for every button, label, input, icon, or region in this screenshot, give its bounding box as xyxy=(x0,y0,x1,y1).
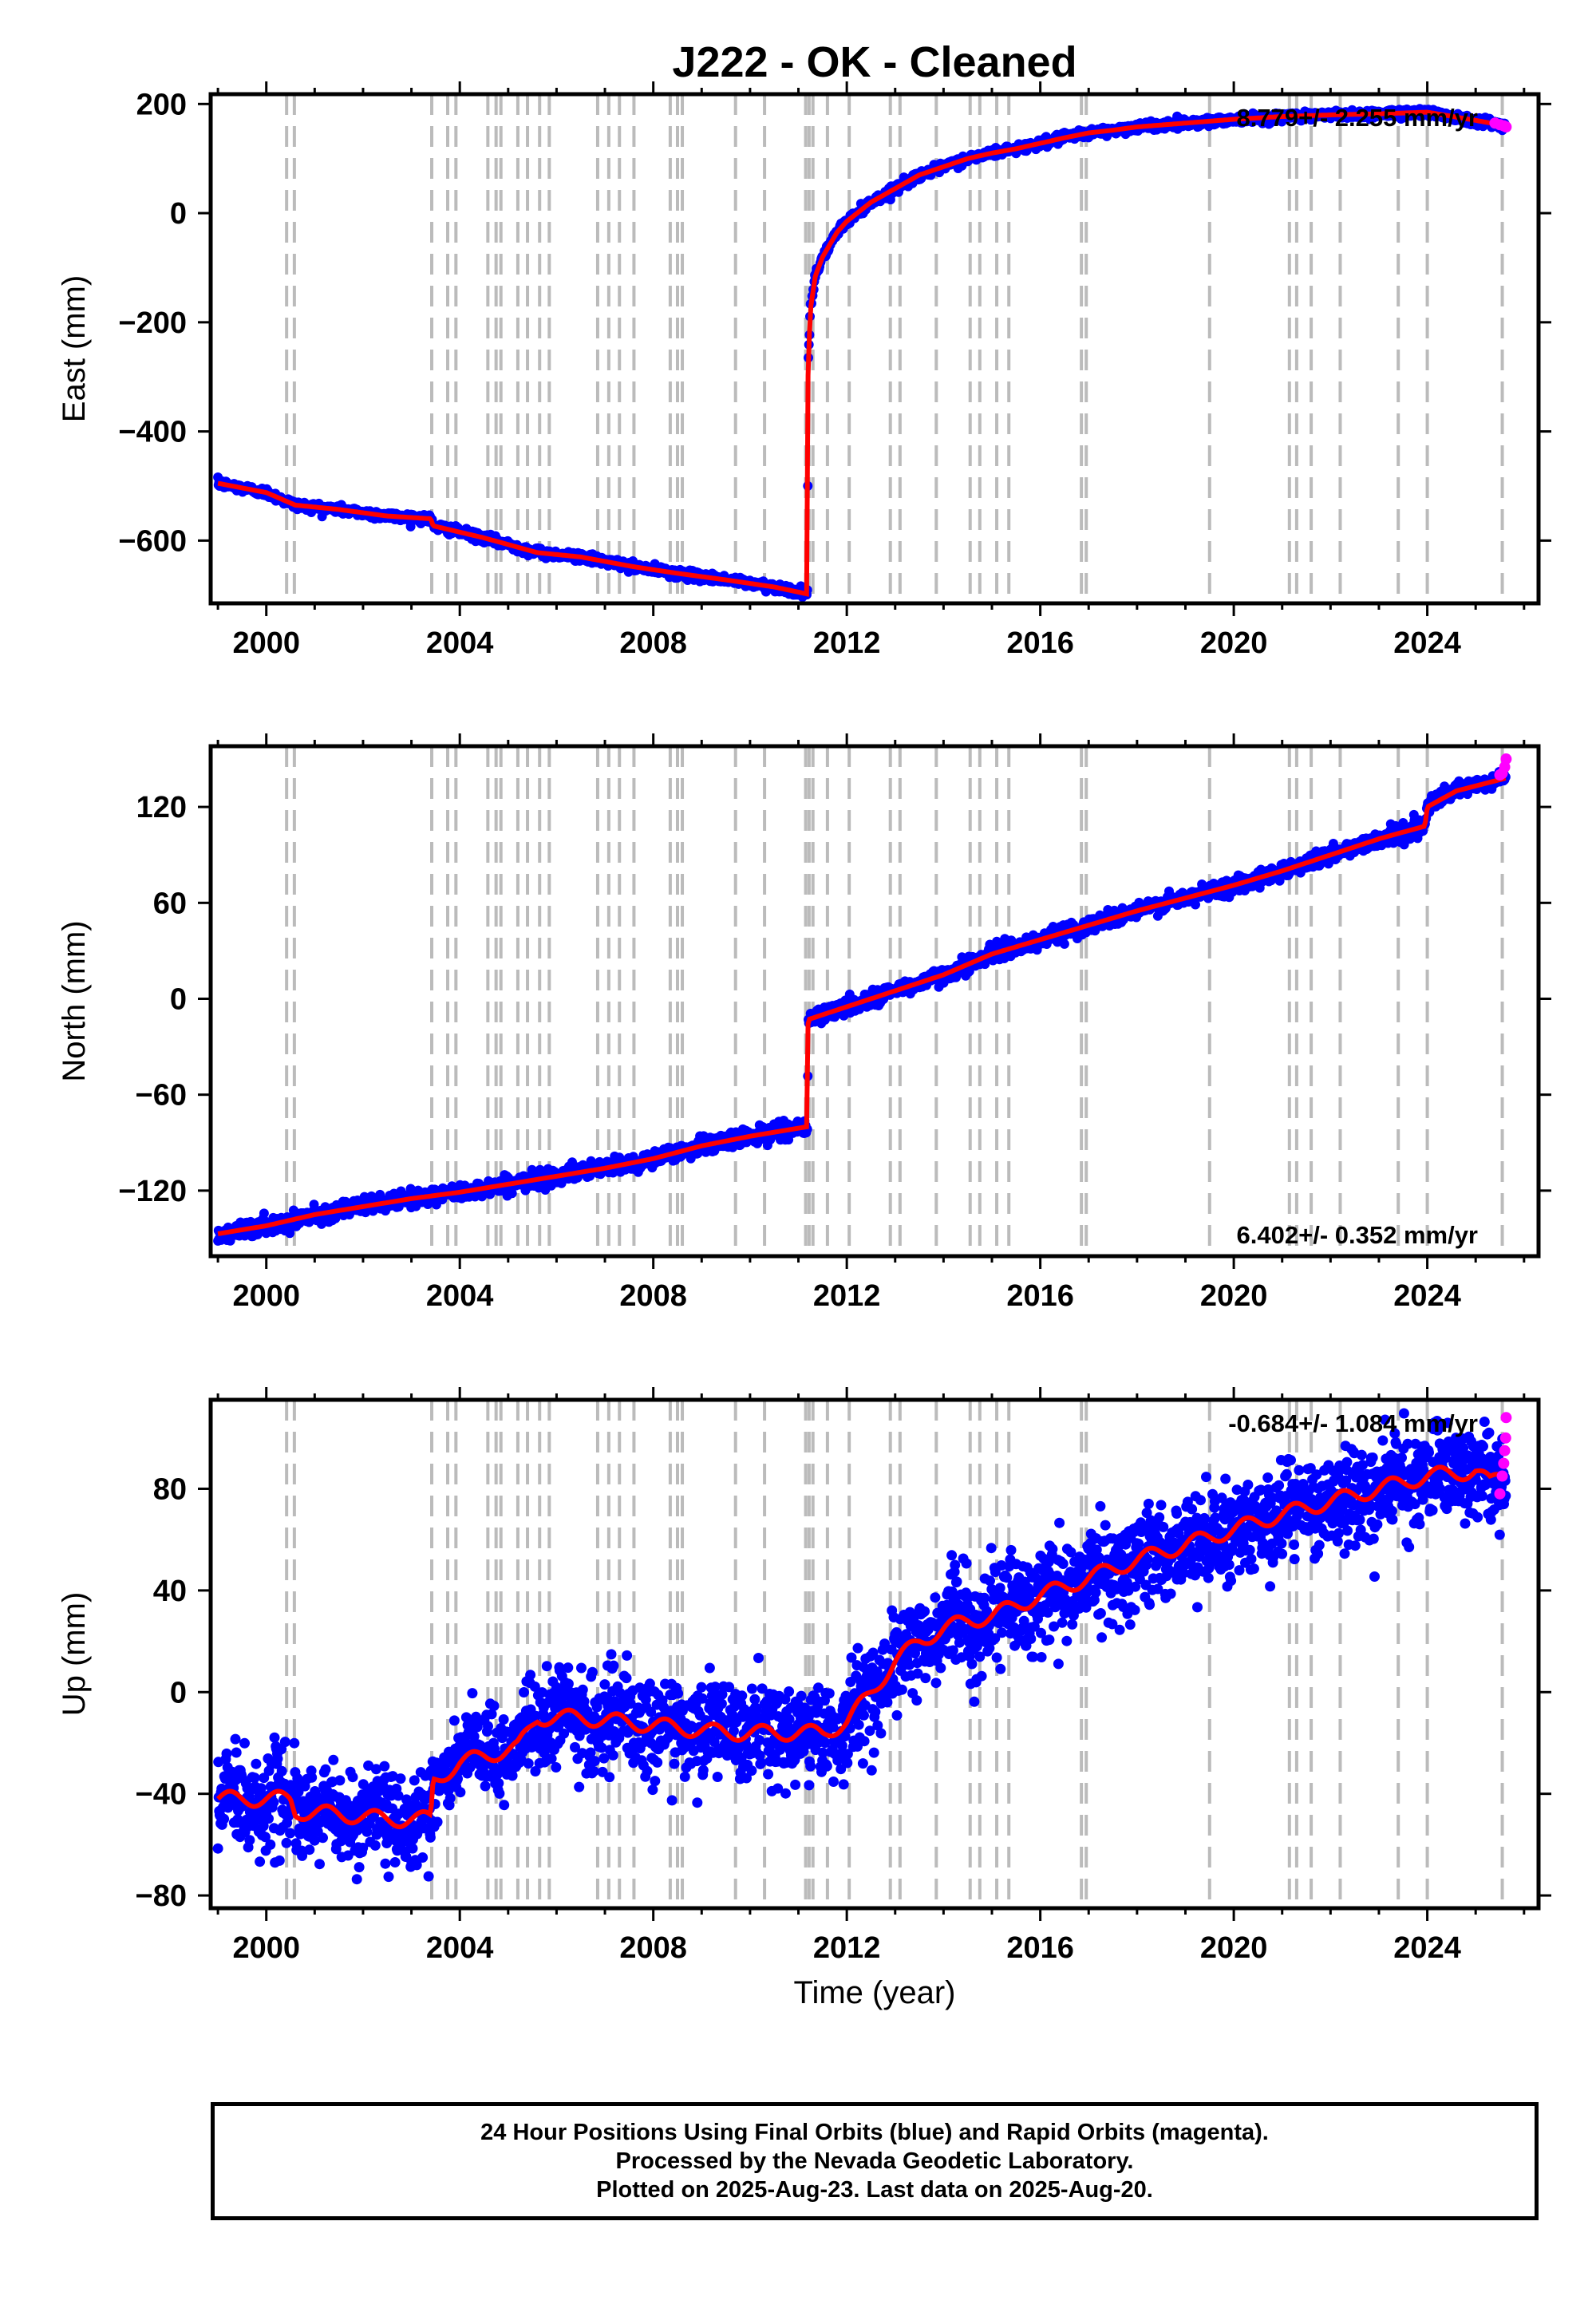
panel-frame xyxy=(208,92,1541,606)
x-tick-label: 2004 xyxy=(426,626,494,660)
final-orbit-points xyxy=(213,104,1511,603)
x-tick-label: 2000 xyxy=(232,626,300,660)
y-tick-label: 0 xyxy=(170,197,187,231)
panel-east: 2000 2004 2008 2012 2016 2020 20242000−200−400… xyxy=(57,81,1551,660)
y-tick-label: 200 xyxy=(136,88,187,121)
chart-title: J222 - OK - Cleaned xyxy=(672,38,1077,86)
y-tick-label: −400 xyxy=(118,416,187,449)
y-tick-label: −200 xyxy=(118,306,187,340)
rate-label: 8.779+/- 2.255 mm/yr xyxy=(1237,104,1478,132)
model-line xyxy=(217,109,1507,597)
x-tick-label: 2012 xyxy=(813,626,881,660)
rapid-orbit-points xyxy=(1489,117,1512,133)
x-tick-label: 2008 xyxy=(619,626,687,660)
final-orbit-points xyxy=(213,767,1511,1246)
x-tick-label: 2024 xyxy=(1393,626,1461,660)
plot-area xyxy=(213,746,1512,1256)
rapid-orbit-point xyxy=(1500,121,1512,133)
x-tick-label: 2020 xyxy=(1200,626,1268,660)
plot-area xyxy=(213,94,1512,603)
final-orbit-point xyxy=(1059,939,1069,949)
x-tick-label: 2016 xyxy=(1006,626,1074,660)
final-orbit-point xyxy=(259,1208,269,1219)
panel-north: 2000 2004 2008 2012 2016 2020 2024120600−60−12… xyxy=(57,733,1551,1313)
rapid-orbit-point xyxy=(1500,753,1512,765)
final-orbit-point xyxy=(507,1188,517,1199)
y-tick-label: −600 xyxy=(118,524,187,558)
y-axis-label: East (mm) xyxy=(57,275,92,422)
